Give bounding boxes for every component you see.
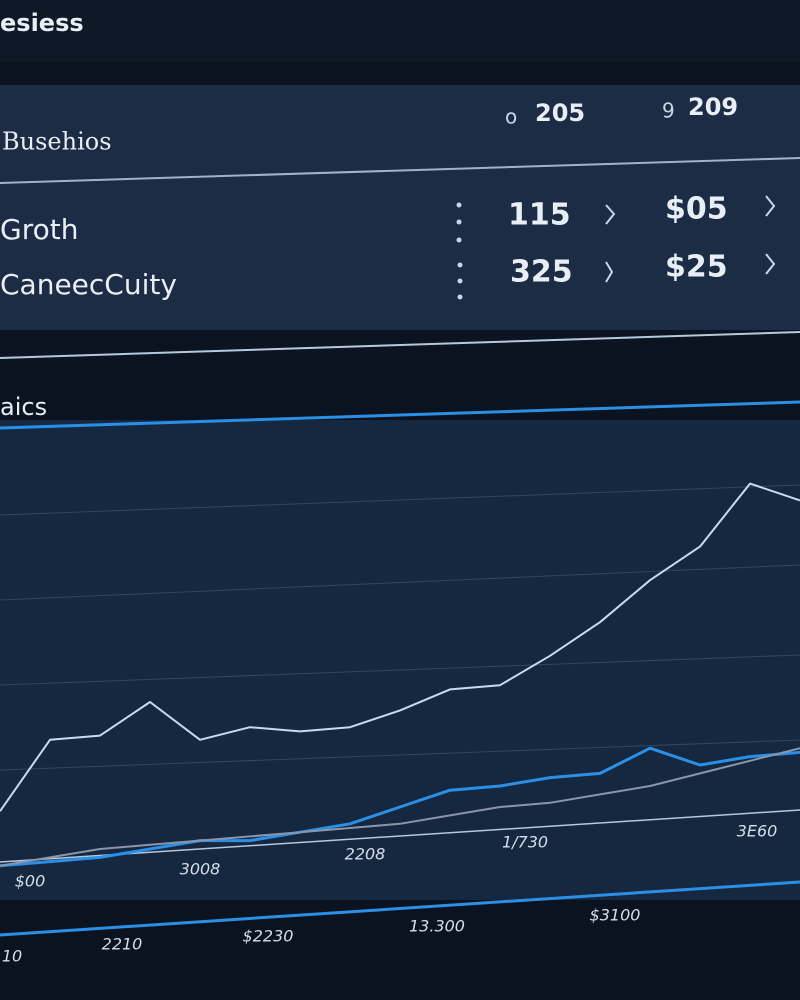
- x-tick-label: 13.300: [409, 917, 465, 936]
- x-tick-label: $00: [15, 872, 46, 891]
- grid: [0, 484, 800, 771]
- chevrons[interactable]: [605, 195, 776, 283]
- cell: $25: [665, 250, 728, 285]
- line-series: [0, 747, 800, 867]
- header-title: esiess: [0, 9, 84, 37]
- x-tick-label: $2230: [243, 927, 294, 946]
- x-tick-label: $3100: [590, 906, 641, 925]
- column-header: 205: [535, 99, 585, 127]
- menu-dots[interactable]: [456, 202, 463, 300]
- header-bar: [0, 0, 800, 62]
- cell: 325: [510, 255, 573, 290]
- cell: $05: [665, 192, 728, 227]
- line-series: [0, 482, 800, 812]
- plot: [0, 482, 800, 868]
- axis-line: [0, 809, 800, 863]
- x-tick-label: 3E60: [737, 822, 778, 841]
- x-tick-label: 10: [2, 947, 22, 966]
- divider: [0, 157, 800, 184]
- divider: [0, 331, 800, 359]
- column-icon: o: [505, 105, 517, 129]
- cell: 115: [508, 198, 571, 233]
- x-tick-label: 1/730: [502, 833, 548, 852]
- line-series: [0, 746, 800, 868]
- table-panel: [0, 85, 800, 330]
- accent-line: [0, 400, 800, 430]
- x-tick-label: 2208: [345, 845, 386, 864]
- column-icon: 9: [662, 99, 675, 123]
- table-title: Busehios: [2, 128, 112, 156]
- row-label: Groth: [0, 213, 78, 246]
- section-title: aics: [0, 393, 47, 421]
- x-tick-label: 3008: [180, 860, 221, 879]
- column-header: 209: [688, 93, 738, 121]
- row-label: CaneecCuity: [0, 268, 177, 301]
- x-labels: $00 3008 2208 1/730 3E60 10 2210 $2230 13.300 $31…: [2, 822, 778, 966]
- accent-line: [0, 880, 800, 937]
- x-tick-label: 2210: [102, 935, 143, 954]
